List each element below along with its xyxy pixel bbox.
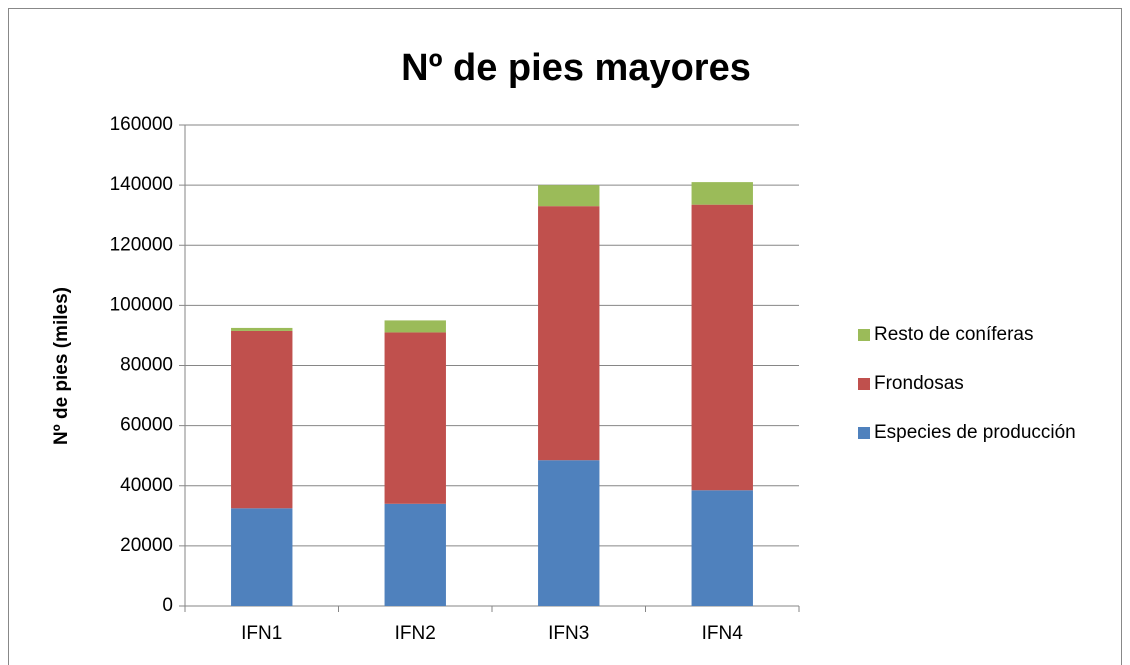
y-tick-label: 160000 xyxy=(110,114,173,135)
legend-swatch xyxy=(858,329,870,341)
chart-title: Nº de pies mayores xyxy=(401,47,751,89)
x-tick-label: IFN2 xyxy=(395,623,436,644)
y-axis-label: Nº de pies (miles) xyxy=(51,287,72,445)
bar-segment xyxy=(538,460,600,606)
bar-segment xyxy=(538,206,600,461)
y-tick-label: 100000 xyxy=(110,294,173,315)
y-tick-label: 40000 xyxy=(120,475,173,496)
bar-segment xyxy=(691,182,753,205)
legend-swatch xyxy=(858,378,870,390)
y-tick-label: 0 xyxy=(162,595,173,616)
legend-label: Frondosas xyxy=(874,373,964,394)
legend-label: Resto de coníferas xyxy=(874,324,1033,345)
x-tick-label: IFN4 xyxy=(702,623,744,644)
x-tick-label: IFN1 xyxy=(241,623,282,644)
bar-segment xyxy=(691,204,753,491)
legend-swatch xyxy=(858,427,870,439)
bar-segment xyxy=(384,503,446,606)
bar-segment xyxy=(231,327,293,331)
bar-segment xyxy=(384,332,446,504)
y-tick-label: 80000 xyxy=(120,355,173,376)
y-tick-label: 120000 xyxy=(110,234,173,255)
bar-segment xyxy=(231,508,293,606)
x-tick-label: IFN3 xyxy=(548,623,589,644)
y-tick-label: 60000 xyxy=(120,415,173,436)
bar-segment xyxy=(691,490,753,606)
bar-segment xyxy=(384,320,446,333)
bar-segment xyxy=(538,185,600,207)
y-tick-label: 20000 xyxy=(120,535,173,556)
y-tick-label: 140000 xyxy=(110,174,173,195)
legend-label: Especies de producción xyxy=(874,422,1076,443)
bar-segment xyxy=(231,330,293,509)
